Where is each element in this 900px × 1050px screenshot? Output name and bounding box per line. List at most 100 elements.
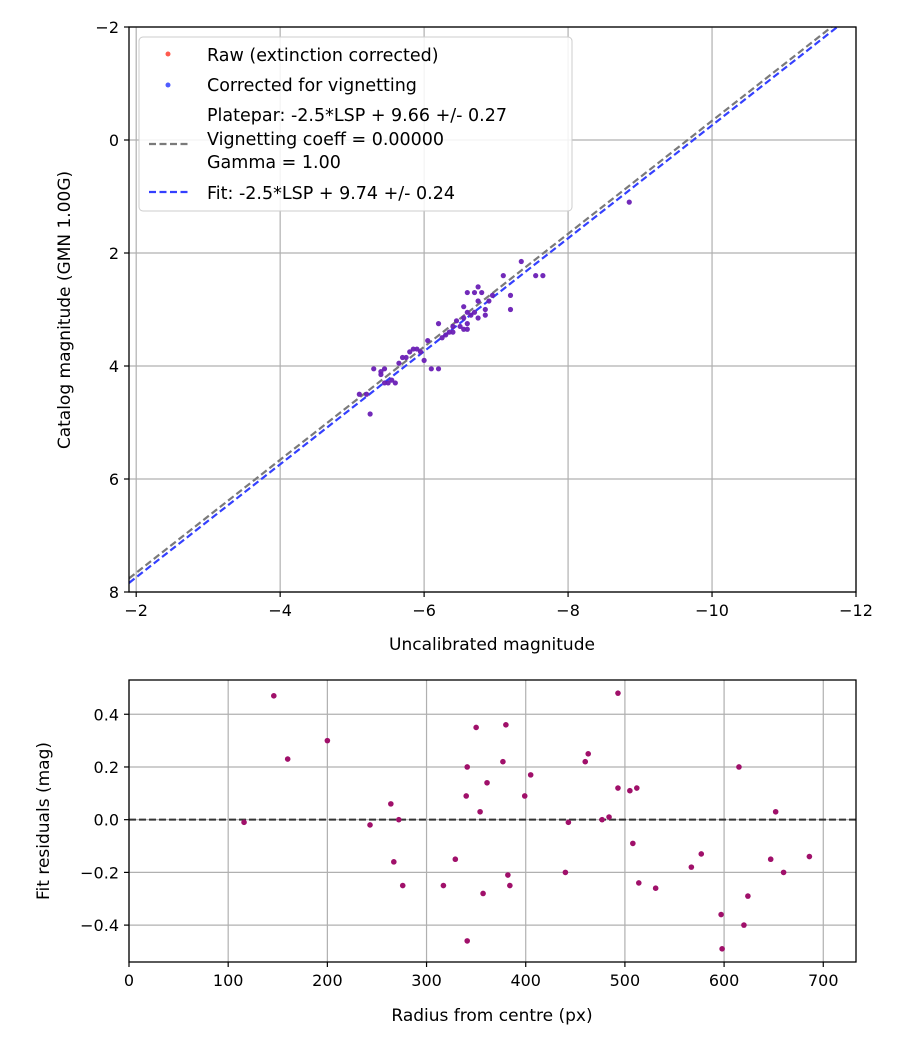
scatter-point <box>381 366 388 372</box>
residual-point <box>464 938 471 944</box>
bottom-y-ticks: −0.4 −0.2 0.0 0.2 0.4 <box>80 705 129 935</box>
scatter-point <box>414 346 420 352</box>
scatter-point <box>453 318 460 324</box>
bottom-x-ticks: 0 100 200 300 400 500 600 700 <box>124 962 839 990</box>
bottom-x-tick-label: 200 <box>312 971 343 990</box>
top-x-ticks: −2 −4 −6 −8 −10 −12 <box>124 592 873 620</box>
scatter-point <box>464 289 470 296</box>
scatter-point <box>540 273 546 279</box>
bottom-x-tick-label: 0 <box>124 971 134 990</box>
scatter-point <box>450 329 456 335</box>
bottom-plot-frame <box>128 679 857 963</box>
bottom-y-tick-label: 0.4 <box>94 705 119 724</box>
scatter-point <box>443 332 449 338</box>
legend-fit-label: Fit: -2.5*LSP + 9.74 +/- 0.24 <box>207 184 455 204</box>
scatter-point <box>489 292 496 298</box>
residual-point <box>480 890 486 897</box>
scatter-point <box>428 366 434 372</box>
residual-point <box>634 785 640 791</box>
residual-point <box>562 869 569 876</box>
scatter-point <box>471 309 478 315</box>
residual-point <box>627 787 633 794</box>
bottom-x-tick-label: 400 <box>510 971 541 990</box>
bottom-x-tick-label: 300 <box>411 971 442 990</box>
bottom-x-tick-label: 700 <box>808 971 839 990</box>
residual-point <box>271 693 277 699</box>
residual-point <box>395 816 402 823</box>
residual-point <box>745 893 751 899</box>
residual-point <box>463 793 470 799</box>
scatter-point <box>435 366 442 372</box>
residual-point <box>241 819 247 826</box>
legend-box <box>138 36 573 212</box>
scatter-point <box>518 258 524 265</box>
scatter-point <box>626 199 632 205</box>
bottom-x-axis-label: Radius from centre (px) <box>391 1006 592 1026</box>
bottom-plot: 0 100 200 300 400 500 600 700 −0.4 −0.2 0.0 0.2 0.4… <box>34 679 857 1026</box>
top-y-tick-label: 2 <box>109 244 119 263</box>
scatter-point <box>464 326 470 332</box>
residual-point <box>741 922 747 928</box>
residual-point <box>507 882 513 889</box>
top-y-tick-label: 0 <box>109 131 119 150</box>
legend-raw-marker <box>165 51 171 57</box>
residual-point <box>477 808 483 815</box>
residual-point <box>367 822 373 828</box>
scatter-point <box>482 306 488 313</box>
scatter-point <box>417 349 424 355</box>
residual-point <box>630 840 636 847</box>
residual-point <box>388 801 394 807</box>
residual-point <box>718 911 724 918</box>
scatter-point <box>507 292 514 298</box>
residual-point <box>585 750 592 757</box>
scatter-point <box>396 360 402 366</box>
scatter-point <box>461 326 467 332</box>
scatter-point <box>475 298 481 304</box>
scatter-point <box>425 337 431 344</box>
residual-point <box>767 856 774 863</box>
scatter-point <box>378 371 384 378</box>
residual-point <box>440 882 447 889</box>
residual-point <box>582 758 589 765</box>
scatter-point <box>468 312 474 318</box>
scatter-point <box>399 354 406 361</box>
scatter-point <box>403 354 409 361</box>
bottom-x-tick-label: 100 <box>213 971 244 990</box>
scatter-point <box>533 273 539 279</box>
residual-point <box>736 764 742 770</box>
bottom-y-tick-label: 0.0 <box>94 811 119 830</box>
bottom-plot-area <box>129 680 856 962</box>
residual-point <box>565 819 572 826</box>
bottom-y-axis-label: Fit residuals (mag) <box>34 742 54 900</box>
legend-platepar-line1: Platepar: -2.5*LSP + 9.66 +/- 0.27 <box>207 106 507 126</box>
scatter-point <box>356 391 362 397</box>
scatter-point <box>479 289 485 296</box>
legend-platepar-line2: Vignetting coeff = 0.00000 <box>207 130 444 150</box>
residual-point <box>500 758 506 765</box>
top-x-tick-label: −10 <box>695 601 729 620</box>
residual-point <box>698 851 705 857</box>
residual-point <box>473 724 479 731</box>
bottom-x-tick-label: 500 <box>610 971 641 990</box>
residual-point <box>688 864 695 870</box>
scatter-point <box>421 357 427 363</box>
residual-point <box>527 772 534 778</box>
top-x-tick-label: −12 <box>839 601 873 620</box>
residual-point <box>505 872 511 878</box>
residual-point <box>719 946 725 952</box>
top-plot: −2 −4 −6 −8 −10 −12 −2 0 2 4 6 8 Uncalibrated magn… <box>55 18 873 655</box>
scatter-point <box>486 298 492 304</box>
top-y-tick-label: 4 <box>109 357 119 376</box>
residual-point <box>464 764 471 770</box>
scatter-point <box>461 315 467 321</box>
residual-point <box>503 722 509 728</box>
top-x-axis-label: Uncalibrated magnitude <box>389 635 595 655</box>
top-y-tick-label: 6 <box>109 470 119 489</box>
bottom-y-tick-label: −0.4 <box>80 916 119 935</box>
scatter-point <box>371 366 377 372</box>
residual-point <box>484 779 490 786</box>
scatter-point <box>450 323 456 330</box>
residual-point <box>521 793 528 799</box>
top-y-ticks: −2 0 2 4 6 8 <box>95 18 129 602</box>
residual-point <box>606 814 612 820</box>
